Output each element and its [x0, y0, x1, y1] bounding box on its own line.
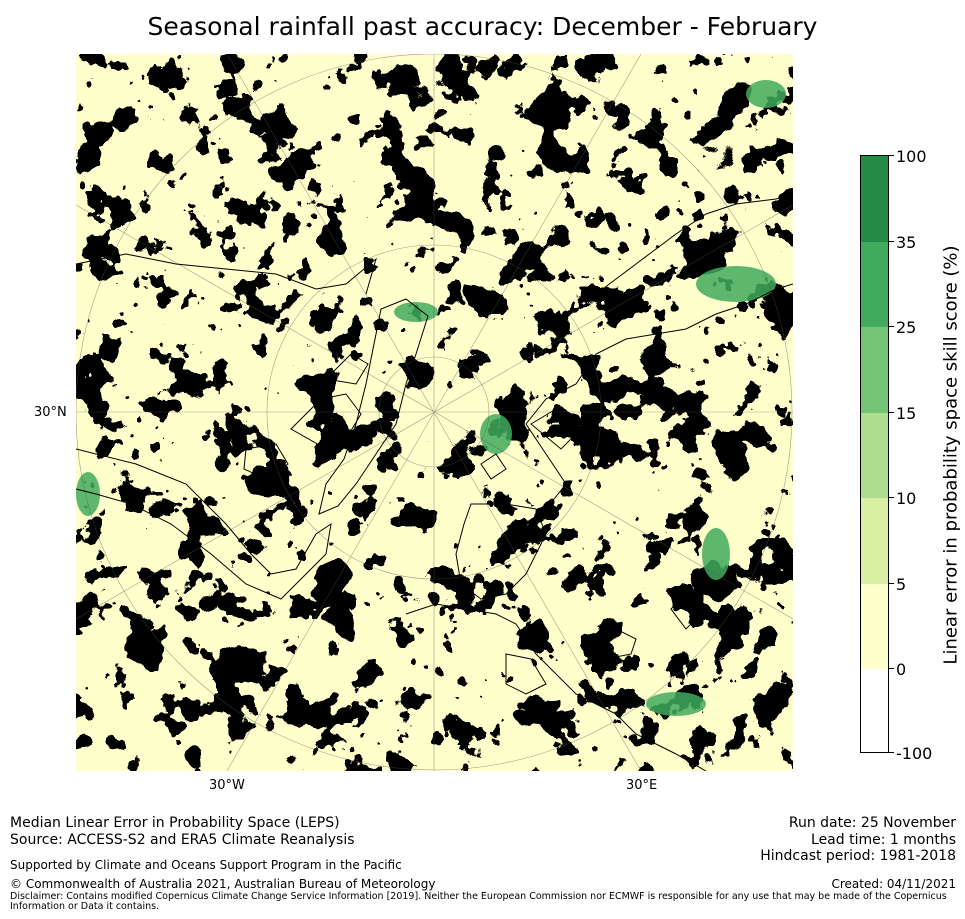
colorbar-tick [889, 497, 894, 498]
colorbar-tick [889, 752, 894, 753]
colorbar-bin [861, 327, 888, 413]
lead-time: Lead time: 1 months [811, 832, 956, 848]
hindcast-period: Hindcast period: 1981-2018 [760, 848, 956, 864]
lat-30n-label: 30°N [34, 405, 67, 420]
colorbar-tick-label: 15 [896, 404, 917, 423]
footer-source: Source: ACCESS-S2 and ERA5 Climate Reana… [10, 832, 355, 848]
footer-disclaimer: Disclaimer: Contains modified Copernicus… [10, 891, 947, 912]
colorbar-tick [889, 326, 894, 327]
colorbar [860, 155, 889, 753]
colorbar-tick [889, 583, 894, 584]
colorbar-tick-label: 35 [896, 233, 917, 252]
colorbar-tick-label: 0 [896, 660, 907, 679]
colorbar-bin [861, 584, 888, 669]
footer-support: Supported by Climate and Oceans Support … [10, 858, 402, 872]
colorbar-bin [861, 242, 888, 327]
colorbar-bin [861, 669, 888, 752]
lon-30e-label: 30°E [626, 778, 658, 793]
colorbar-tick-label: 25 [896, 318, 917, 337]
colorbar-tick [889, 412, 894, 413]
skill-score-map[interactable] [76, 54, 793, 771]
graticule [76, 54, 793, 771]
chart-title: Seasonal rainfall past accuracy: Decembe… [147, 12, 818, 41]
colorbar-tick-label: 5 [896, 575, 907, 594]
colorbar-tick-label: -100 [896, 744, 933, 763]
colorbar-tick [889, 155, 894, 156]
footer-method: Median Linear Error in Probability Space… [10, 815, 340, 831]
colorbar-bin [861, 413, 888, 498]
footer-copyright: © Commonwealth of Australia 2021, Austra… [10, 877, 436, 891]
run-date: Run date: 25 November [788, 815, 956, 831]
colorbar-tick [889, 241, 894, 242]
created-date: Created: 04/11/2021 [831, 877, 956, 891]
colorbar-bin [861, 156, 888, 242]
field-layer-negative [76, 54, 793, 771]
colorbar-title: Linear error in probability space skill … [940, 245, 962, 665]
colorbar-bin [861, 498, 888, 584]
high-skill-patches [76, 80, 786, 716]
colorbar-tick [889, 668, 894, 669]
coastlines [76, 193, 793, 771]
lon-30w-label: 30°W [209, 778, 245, 793]
colorbar-tick-label: 100 [896, 147, 927, 166]
colorbar-tick-label: 10 [896, 489, 917, 508]
